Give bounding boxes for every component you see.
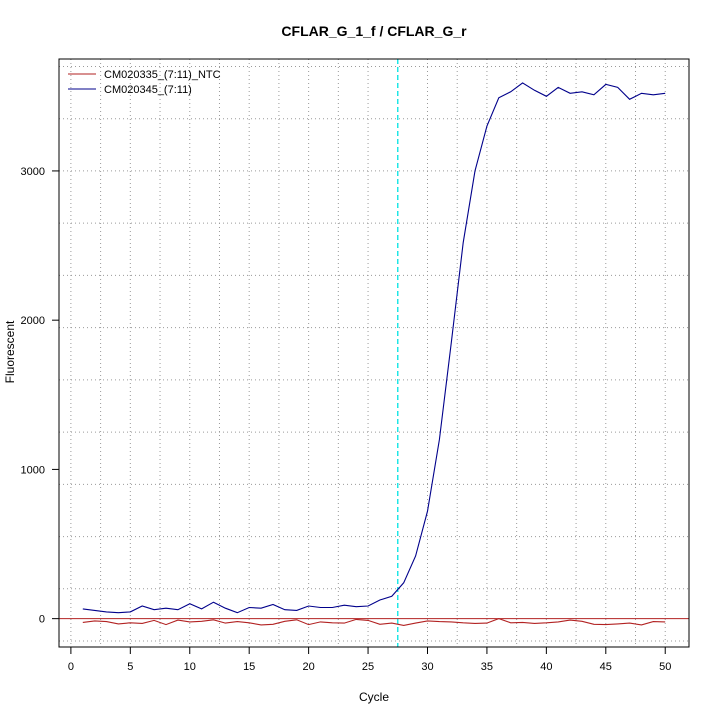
legend: CM020335_(7:11)_NTC CM020345_(7:11) (68, 69, 221, 96)
y-tick-label: 0 (39, 614, 45, 626)
chart-title: CFLAR_G_1_f / CFLAR_G_r (281, 23, 467, 39)
grid (59, 59, 689, 647)
y-tick-label: 1000 (21, 464, 45, 476)
x-tick-label: 45 (600, 661, 612, 673)
x-tick-label: 40 (540, 661, 552, 673)
series-group (82, 82, 666, 626)
x-axis-label: Cycle (359, 690, 389, 704)
x-tick-label: 35 (481, 661, 493, 673)
x-tick-label: 50 (659, 661, 671, 673)
y-tick-label: 3000 (21, 166, 45, 178)
y-axis: 0 1000 2000 3000 (21, 166, 59, 626)
y-axis-label: Fluorescent (3, 320, 17, 383)
x-tick-label: 15 (243, 661, 255, 673)
x-axis: 0 5 10 15 20 25 30 35 40 45 50 (68, 647, 671, 673)
legend-label: CM020345_(7:11) (104, 84, 192, 96)
x-tick-label: 30 (421, 661, 433, 673)
x-tick-label: 25 (362, 661, 374, 673)
x-tick-label: 20 (302, 661, 314, 673)
legend-label: CM020335_(7:11)_NTC (104, 69, 221, 81)
series-line-2 (82, 82, 666, 614)
x-tick-label: 0 (68, 661, 74, 673)
x-tick-label: 5 (127, 661, 133, 673)
y-tick-label: 2000 (21, 315, 45, 327)
series-line-1 (82, 618, 666, 626)
plot-frame (58, 58, 690, 648)
x-tick-label: 10 (184, 661, 196, 673)
